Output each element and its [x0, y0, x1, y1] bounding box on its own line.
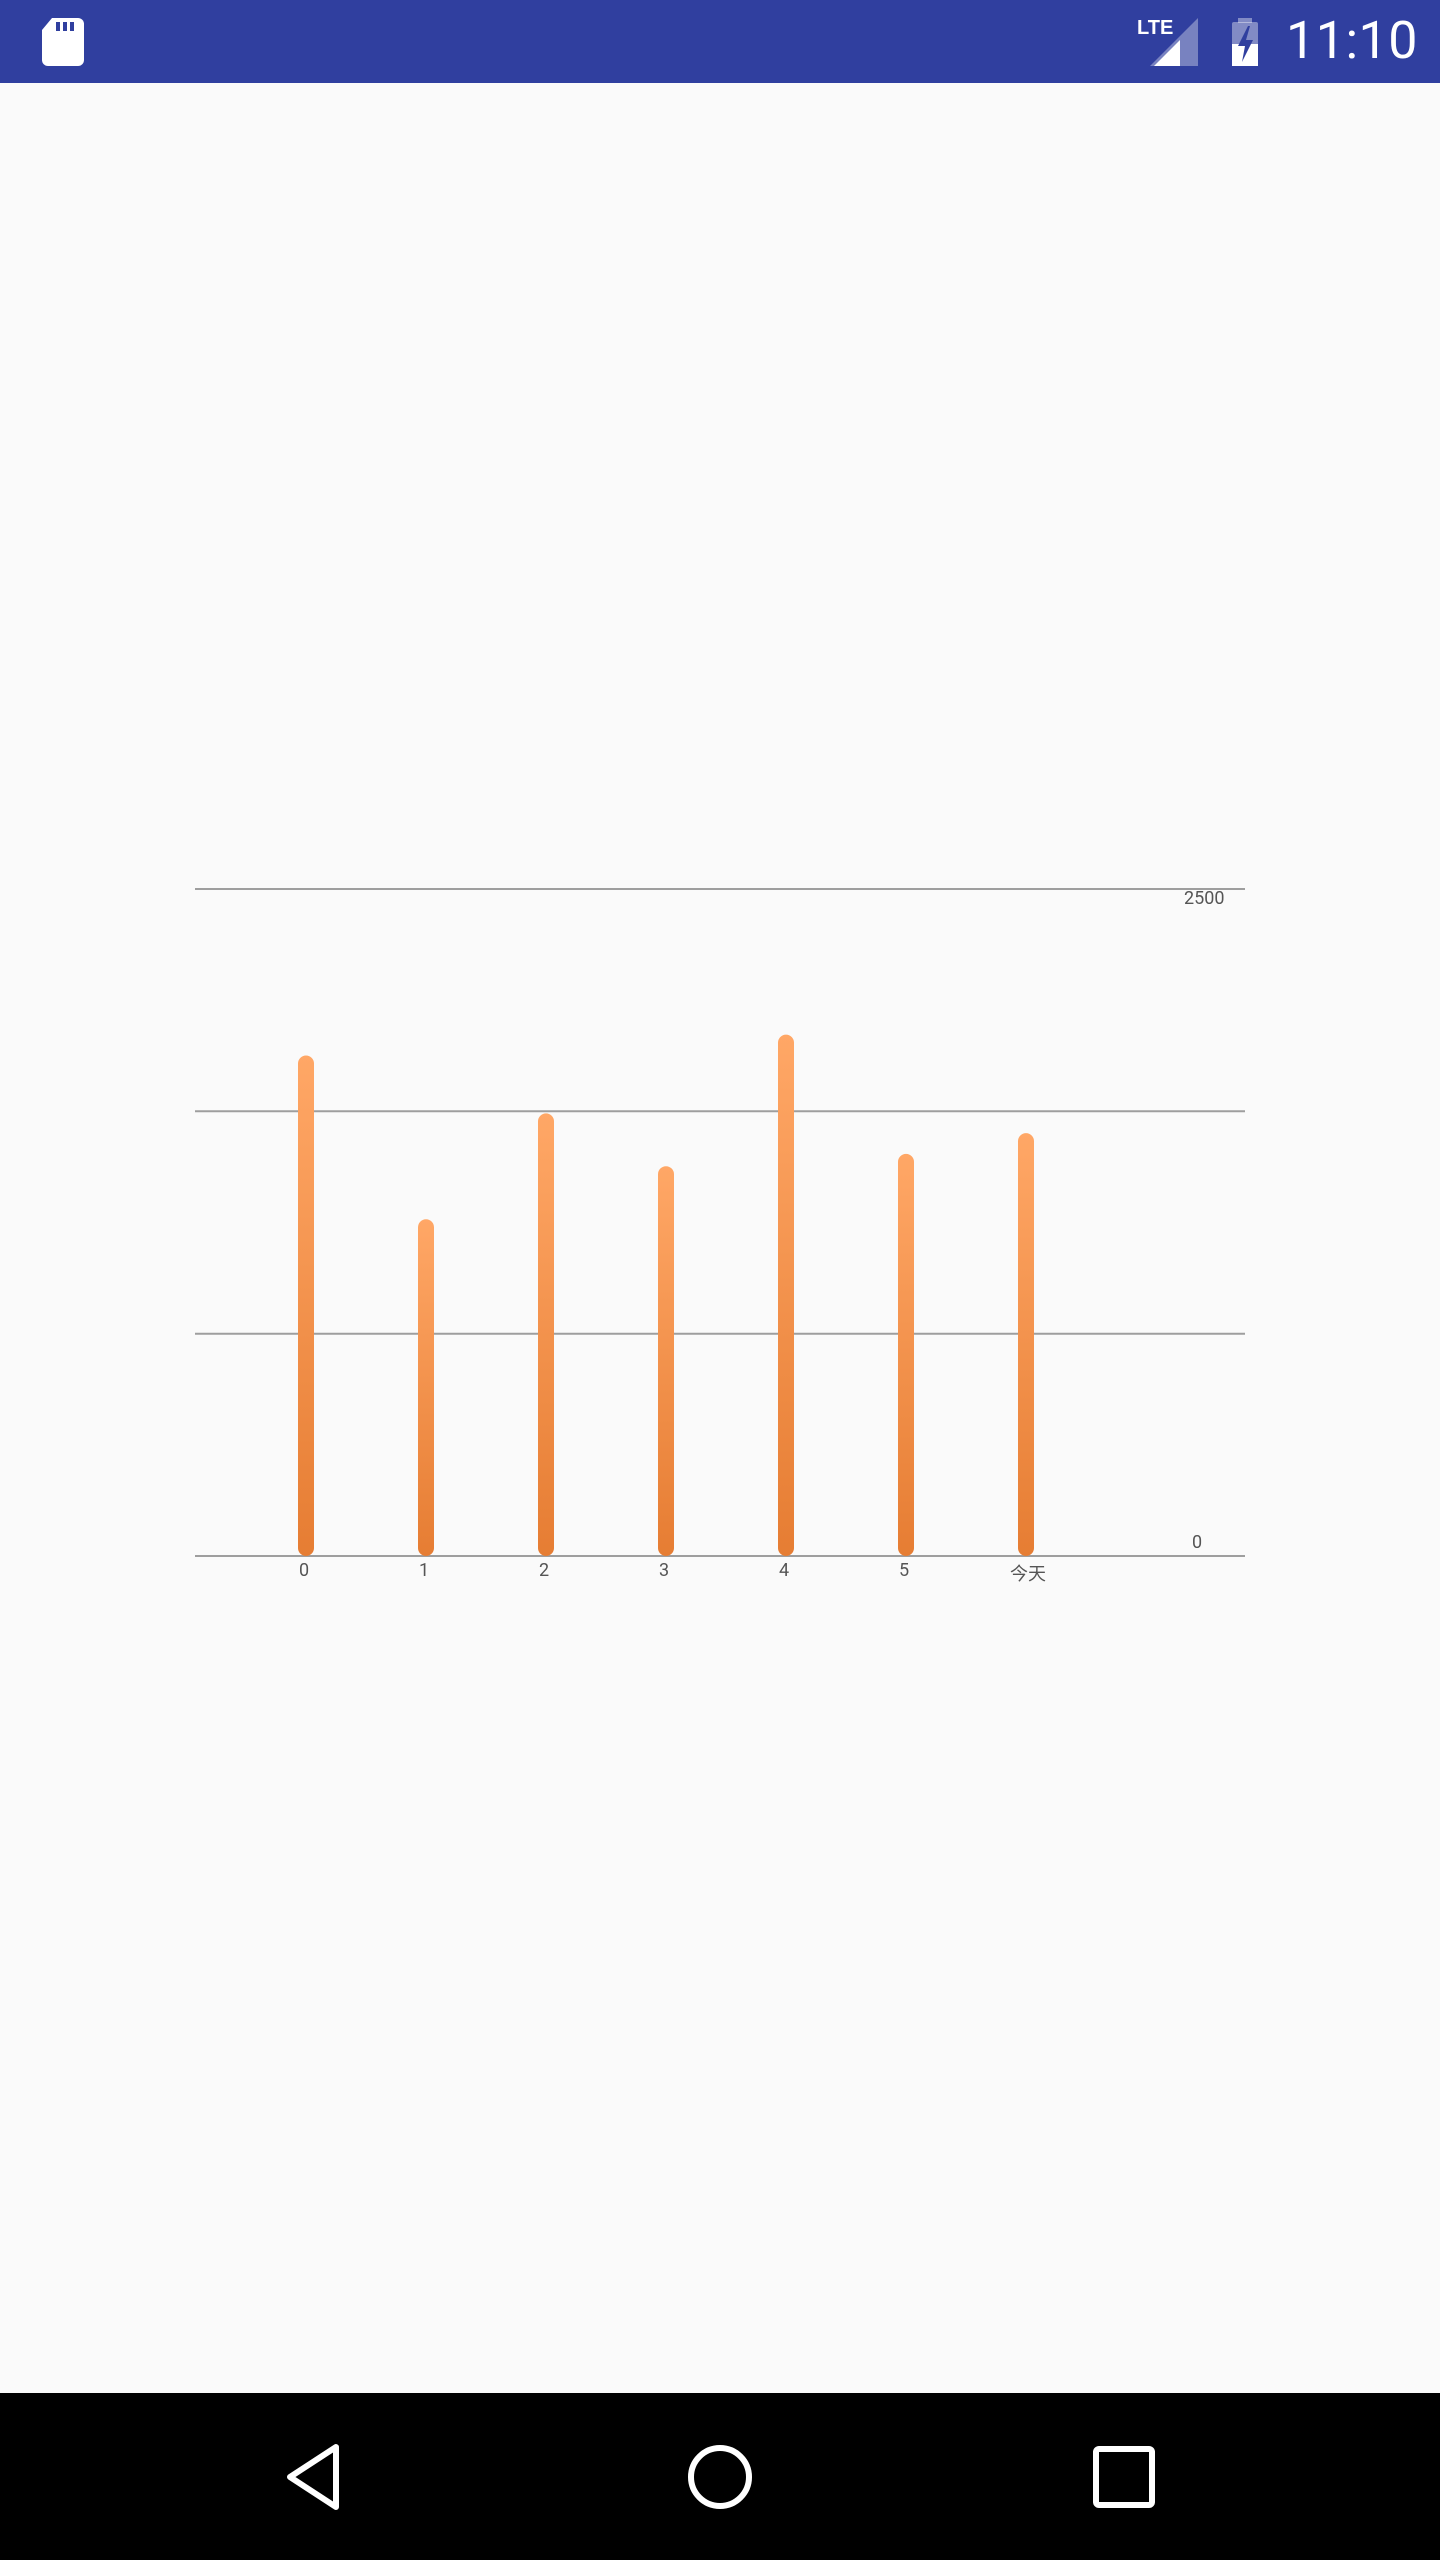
- status-clock: 11:10: [1286, 10, 1418, 71]
- chart-bar-3: [658, 1166, 674, 1556]
- x-axis-label-3: 3: [658, 1560, 670, 1581]
- chart-bar-1: [418, 1219, 434, 1556]
- status-bar: LTE 11:10: [0, 0, 1440, 83]
- navigation-bar: [0, 2393, 1440, 2560]
- lte-signal-icon: LTE: [1137, 17, 1198, 66]
- sd-card-icon: [42, 18, 84, 66]
- x-axis-label-6: 今天: [1010, 1564, 1046, 1585]
- chart-bar-2: [538, 1113, 554, 1556]
- chart-bar-0: [298, 1055, 314, 1556]
- chart-bar-5: [898, 1153, 914, 1556]
- bar-chart-canvas: [195, 888, 1245, 1557]
- chart-bar-4: [778, 1034, 794, 1556]
- back-button[interactable]: [278, 2439, 354, 2515]
- bar-chart: 2500 0 0 1 2 3 4 5 今天: [0, 83, 1440, 2393]
- lte-label: LTE: [1137, 17, 1173, 39]
- chart-bar-6: [1018, 1133, 1034, 1556]
- recents-button[interactable]: [1086, 2439, 1162, 2515]
- x-axis-label-0: 0: [298, 1560, 310, 1581]
- x-axis-label-1: 1: [418, 1560, 430, 1581]
- battery-charging-icon: [1232, 18, 1258, 66]
- chart-gridlines: [195, 888, 1245, 1557]
- home-button[interactable]: [682, 2439, 758, 2515]
- y-axis-min-label: 0: [1192, 1532, 1203, 1553]
- x-axis-label-4: 4: [778, 1560, 790, 1581]
- x-axis-label-5: 5: [898, 1560, 910, 1581]
- y-axis-max-label: 2500: [1184, 888, 1225, 909]
- chart-bars: [298, 1034, 1034, 1556]
- x-axis-label-2: 2: [538, 1560, 550, 1581]
